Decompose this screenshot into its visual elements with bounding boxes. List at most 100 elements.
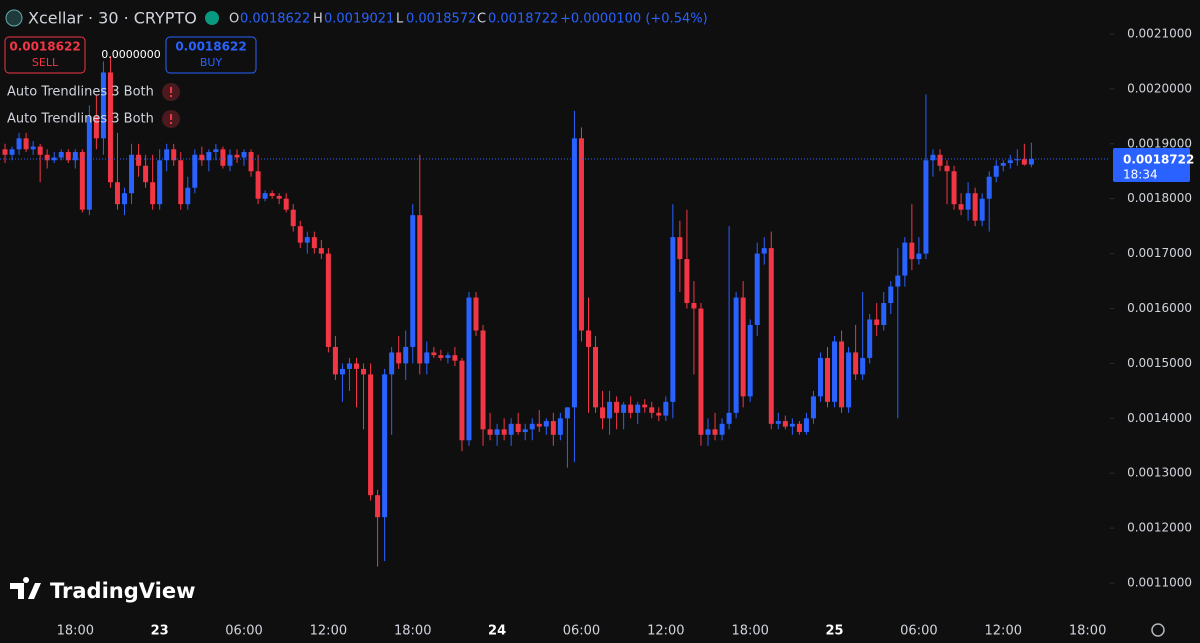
candle-body bbox=[424, 352, 430, 364]
candle-body bbox=[726, 412, 732, 424]
candle-body bbox=[122, 193, 128, 205]
indicator[interactable]: Auto Trendlines 3 Both bbox=[7, 85, 154, 100]
candle-body bbox=[438, 355, 444, 358]
logo-icon bbox=[10, 577, 41, 599]
candle-body bbox=[375, 495, 381, 518]
candle-body bbox=[269, 193, 275, 196]
candle-body bbox=[923, 160, 929, 254]
sell-label: SELL bbox=[32, 56, 59, 69]
candle-body bbox=[754, 253, 760, 325]
candle-body bbox=[621, 404, 627, 413]
candle-body bbox=[979, 198, 985, 221]
candle-body bbox=[403, 346, 409, 364]
candle-body bbox=[466, 297, 472, 441]
x-tick-label: 18:00 bbox=[57, 624, 94, 639]
candle-body bbox=[761, 248, 767, 254]
candle-body bbox=[733, 297, 739, 413]
candle-body bbox=[536, 423, 542, 427]
candle-body bbox=[283, 198, 289, 210]
candle-body bbox=[2, 149, 8, 155]
candle-body bbox=[515, 423, 521, 433]
buy-button[interactable] bbox=[165, 36, 257, 74]
candle-body bbox=[684, 259, 690, 304]
candle-body bbox=[361, 368, 367, 375]
settings-icon[interactable] bbox=[1151, 623, 1165, 637]
sell-price: 0.0018622 bbox=[9, 40, 80, 54]
candle-body bbox=[543, 421, 549, 427]
indicator[interactable]: Auto Trendlines 3 Both bbox=[7, 112, 154, 127]
candle-body bbox=[670, 237, 676, 402]
candle-body bbox=[389, 352, 395, 375]
candle-body bbox=[339, 368, 345, 375]
candle-body bbox=[325, 253, 331, 347]
candle-body bbox=[888, 286, 894, 304]
candle-body bbox=[881, 303, 887, 325]
y-tick-label: 0.0017000 bbox=[1127, 246, 1192, 260]
candle-body bbox=[290, 209, 296, 227]
y-tick-label: 0.0020000 bbox=[1127, 81, 1192, 95]
candle-body bbox=[993, 165, 999, 177]
sell-button[interactable] bbox=[4, 36, 86, 74]
candle-body bbox=[178, 160, 184, 205]
candle-body bbox=[86, 116, 92, 210]
candle-body bbox=[832, 341, 838, 402]
x-tick-label: 06:00 bbox=[563, 624, 600, 639]
candle-body bbox=[853, 352, 859, 375]
warning-mark bbox=[170, 87, 172, 93]
candle-body bbox=[311, 237, 317, 249]
candle-body bbox=[846, 352, 852, 408]
candle-body bbox=[445, 355, 451, 358]
candle-body bbox=[677, 237, 683, 260]
candle-body bbox=[775, 421, 781, 424]
candle-body bbox=[585, 330, 591, 347]
c-label: C bbox=[477, 12, 486, 27]
x-tick-label: 18:00 bbox=[394, 624, 431, 639]
candle-body bbox=[930, 154, 936, 161]
y-tick-label: 0.0014000 bbox=[1127, 411, 1192, 425]
x-tick-label: 12:00 bbox=[985, 624, 1022, 639]
candle-body bbox=[248, 152, 254, 172]
y-tick-label: 0.0013000 bbox=[1127, 466, 1192, 480]
price-label-bg bbox=[1113, 148, 1190, 183]
candle-body bbox=[382, 374, 388, 518]
logo[interactable]: TradingView bbox=[50, 579, 195, 603]
candle-body bbox=[72, 152, 78, 161]
candle-body bbox=[705, 429, 711, 435]
candle-body bbox=[867, 319, 873, 358]
candle-body bbox=[614, 401, 620, 413]
x-tick-label: 06:00 bbox=[225, 624, 262, 639]
x-tick-label: 23 bbox=[151, 624, 169, 639]
candle-body bbox=[698, 308, 704, 435]
y-tick-label: 0.0012000 bbox=[1127, 521, 1192, 535]
candle-body bbox=[860, 357, 866, 375]
candle-body bbox=[220, 149, 226, 166]
candle-body bbox=[100, 72, 106, 139]
candle-body bbox=[789, 423, 795, 427]
candle-body bbox=[663, 401, 669, 416]
candle-body bbox=[79, 152, 85, 210]
candle-body bbox=[417, 215, 423, 364]
x-tick-label: 12:00 bbox=[647, 624, 684, 639]
candle-body bbox=[346, 363, 352, 369]
candle-body bbox=[810, 396, 816, 419]
y-tick-label: 0.0018000 bbox=[1127, 191, 1192, 205]
candle-body bbox=[227, 154, 233, 166]
candle-body bbox=[1021, 159, 1027, 165]
candle-body bbox=[129, 154, 135, 194]
candle-body bbox=[628, 404, 634, 413]
high-value: 0.0019021 bbox=[324, 12, 394, 27]
candle-body bbox=[150, 182, 156, 205]
symbol[interactable]: Xcellar · 30 · CRYPTO bbox=[28, 9, 197, 28]
candle-body bbox=[796, 423, 802, 433]
candle-body bbox=[965, 193, 971, 210]
candle-body bbox=[65, 152, 71, 161]
candle-body bbox=[318, 248, 324, 254]
candle-body bbox=[782, 421, 788, 427]
candle-body bbox=[768, 248, 774, 424]
x-tick-label: 18:00 bbox=[731, 624, 768, 639]
candle-body bbox=[550, 421, 556, 435]
candle-body bbox=[332, 346, 338, 375]
x-tick-label: 24 bbox=[488, 624, 506, 639]
candle-body bbox=[937, 154, 943, 166]
